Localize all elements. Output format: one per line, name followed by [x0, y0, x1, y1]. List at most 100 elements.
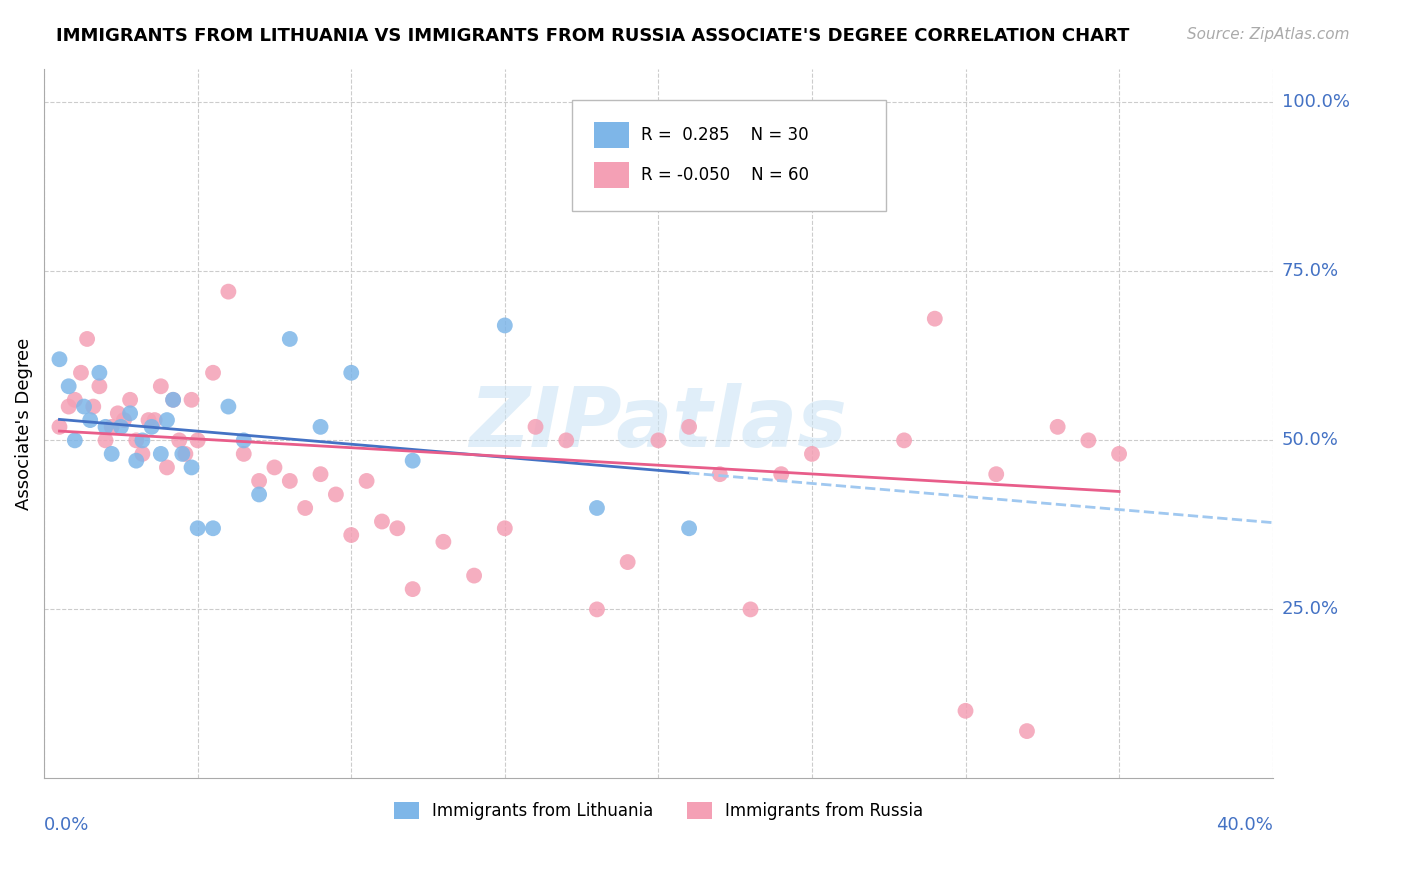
Point	[58, 379, 80, 393]
Y-axis label: Associate's Degree: Associate's Degree	[15, 337, 32, 509]
Point	[278, 474, 301, 488]
Point	[100, 420, 122, 434]
Point	[294, 500, 316, 515]
Text: R = -0.050    N = 60: R = -0.050 N = 60	[641, 166, 810, 184]
Point	[709, 467, 731, 482]
Point	[247, 474, 270, 488]
Point	[187, 521, 209, 535]
Point	[678, 420, 700, 434]
Point	[217, 285, 239, 299]
Point	[162, 392, 184, 407]
Point	[94, 434, 117, 448]
Point	[924, 311, 946, 326]
Point	[76, 332, 98, 346]
Point	[172, 447, 194, 461]
Point	[112, 413, 135, 427]
FancyBboxPatch shape	[572, 101, 886, 211]
Point	[309, 467, 332, 482]
Point	[174, 447, 197, 461]
Point	[89, 379, 111, 393]
Point	[247, 487, 270, 501]
Point	[100, 447, 122, 461]
Point	[70, 366, 93, 380]
Point	[82, 400, 104, 414]
Point	[131, 447, 153, 461]
Text: 0.0%: 0.0%	[44, 815, 90, 834]
Point	[143, 413, 166, 427]
Point	[79, 413, 101, 427]
Point	[647, 434, 669, 448]
Legend: Immigrants from Lithuania, Immigrants from Russia: Immigrants from Lithuania, Immigrants fr…	[387, 796, 929, 827]
Point	[586, 602, 609, 616]
Point	[555, 434, 578, 448]
Point	[107, 406, 129, 420]
Point	[149, 379, 172, 393]
Point	[63, 392, 86, 407]
Text: 50.0%: 50.0%	[1282, 432, 1339, 450]
Point	[94, 420, 117, 434]
Point	[187, 434, 209, 448]
Point	[340, 528, 363, 542]
Point	[278, 332, 301, 346]
Point	[232, 434, 254, 448]
Point	[402, 582, 425, 596]
Point	[263, 460, 285, 475]
Text: 75.0%: 75.0%	[1282, 262, 1339, 280]
Point	[432, 534, 454, 549]
Point	[232, 447, 254, 461]
Point	[120, 406, 142, 420]
Point	[494, 318, 516, 333]
Point	[387, 521, 409, 535]
Point	[180, 392, 202, 407]
Point	[73, 400, 96, 414]
Text: IMMIGRANTS FROM LITHUANIA VS IMMIGRANTS FROM RUSSIA ASSOCIATE'S DEGREE CORRELATI: IMMIGRANTS FROM LITHUANIA VS IMMIGRANTS …	[56, 27, 1129, 45]
Text: 40.0%: 40.0%	[1216, 815, 1272, 834]
Point	[1108, 447, 1130, 461]
FancyBboxPatch shape	[595, 162, 628, 188]
Point	[862, 177, 884, 191]
Point	[770, 467, 793, 482]
Point	[162, 392, 184, 407]
Point	[1077, 434, 1099, 448]
Point	[110, 420, 132, 434]
Point	[217, 400, 239, 414]
Point	[58, 400, 80, 414]
Point	[586, 500, 609, 515]
Point	[800, 447, 823, 461]
Point	[1015, 724, 1038, 739]
Point	[63, 434, 86, 448]
Text: ZIPatlas: ZIPatlas	[470, 383, 848, 464]
Point	[131, 434, 153, 448]
Point	[1046, 420, 1069, 434]
Text: R =  0.285    N = 30: R = 0.285 N = 30	[641, 127, 808, 145]
Point	[149, 447, 172, 461]
Point	[402, 453, 425, 467]
Point	[180, 460, 202, 475]
Point	[463, 568, 485, 582]
Point	[893, 434, 915, 448]
Point	[202, 521, 225, 535]
Point	[167, 434, 190, 448]
Point	[325, 487, 347, 501]
Point	[48, 420, 70, 434]
Point	[309, 420, 332, 434]
Point	[678, 521, 700, 535]
Point	[138, 413, 160, 427]
Point	[371, 515, 394, 529]
Text: Source: ZipAtlas.com: Source: ZipAtlas.com	[1187, 27, 1350, 42]
Text: 25.0%: 25.0%	[1282, 600, 1339, 618]
Point	[356, 474, 378, 488]
Point	[125, 434, 148, 448]
Point	[120, 392, 142, 407]
FancyBboxPatch shape	[595, 122, 628, 148]
Point	[494, 521, 516, 535]
Point	[48, 352, 70, 367]
Point	[524, 420, 547, 434]
Point	[89, 366, 111, 380]
Point	[740, 602, 762, 616]
Point	[156, 460, 179, 475]
Point	[125, 453, 148, 467]
Point	[202, 366, 225, 380]
Point	[141, 420, 163, 434]
Point	[156, 413, 179, 427]
